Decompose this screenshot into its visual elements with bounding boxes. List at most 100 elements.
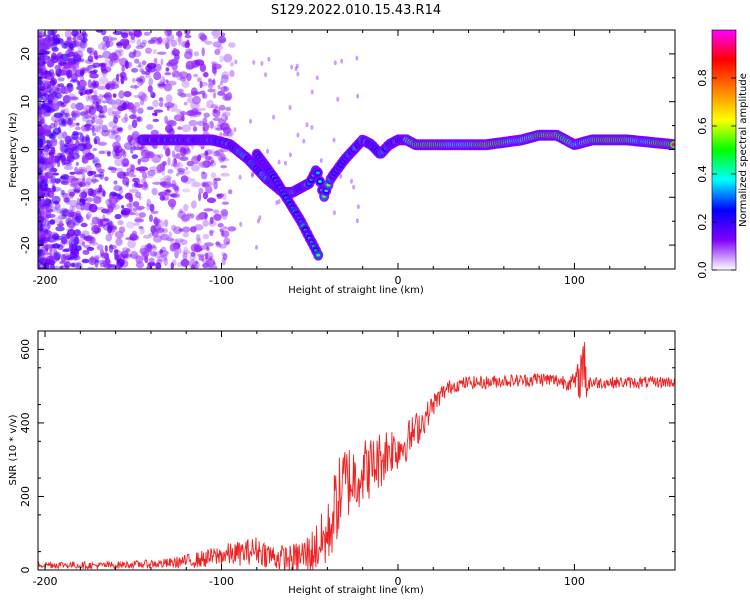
noise-speckle — [38, 116, 43, 121]
noise-speckle — [46, 157, 53, 164]
noise-speckle — [82, 241, 86, 246]
noise-speckle — [97, 43, 105, 50]
noise-speckle — [107, 220, 112, 227]
noise-speckle — [115, 134, 121, 143]
noise-speckle — [98, 111, 105, 118]
noise-speckle — [95, 206, 105, 211]
noise-speckle — [132, 50, 142, 58]
noise-speckle — [218, 155, 225, 163]
noise-speckle — [66, 175, 77, 183]
noise-speckle — [79, 233, 86, 239]
noise-speckle — [49, 219, 56, 225]
noise-speckle — [181, 188, 191, 193]
noise-speckle — [135, 45, 144, 50]
noise-speckle — [54, 64, 60, 73]
noise-speckle — [156, 51, 167, 55]
noise-speckle — [38, 151, 42, 159]
noise-speckle — [128, 196, 133, 203]
noise-speckle — [355, 55, 359, 61]
noise-speckle — [123, 91, 132, 98]
noise-speckle — [159, 162, 165, 171]
noise-speckle — [58, 69, 68, 76]
noise-speckle — [191, 91, 202, 95]
noise-speckle — [64, 30, 72, 39]
noise-speckle — [140, 93, 148, 102]
noise-speckle — [95, 30, 103, 33]
noise-speckle — [213, 213, 222, 221]
noise-speckle — [75, 161, 79, 166]
noise-speckle — [121, 247, 130, 252]
noise-speckle — [160, 181, 167, 188]
noise-speckle — [119, 126, 123, 134]
noise-speckle — [288, 152, 292, 158]
noise-speckle — [57, 77, 65, 82]
ridge-point-core — [671, 143, 675, 147]
noise-speckle — [153, 71, 162, 81]
noise-speckle — [113, 185, 123, 192]
noise-speckle — [53, 251, 62, 261]
noise-speckle — [183, 246, 189, 254]
noise-speckle — [196, 107, 207, 111]
noise-speckle — [173, 159, 177, 164]
noise-speckle — [65, 264, 70, 269]
noise-speckle — [42, 64, 46, 73]
noise-speckle — [121, 41, 129, 47]
noise-speckle — [257, 218, 260, 224]
noise-speckle — [69, 194, 74, 199]
noise-speckle — [91, 216, 100, 225]
noise-speckle — [120, 75, 125, 85]
noise-speckle — [123, 76, 128, 81]
noise-speckle — [98, 93, 103, 102]
noise-speckle — [340, 58, 344, 64]
noise-speckle — [164, 115, 169, 124]
noise-speckle — [50, 151, 55, 159]
noise-speckle — [45, 264, 49, 269]
noise-speckle — [82, 249, 90, 255]
noise-speckle — [75, 262, 83, 269]
noise-speckle — [99, 123, 104, 128]
noise-speckle — [51, 38, 61, 45]
noise-speckle — [106, 129, 112, 133]
noise-speckle — [64, 261, 71, 268]
noise-speckle — [191, 200, 197, 209]
noise-speckle — [127, 239, 137, 249]
noise-speckle — [134, 84, 138, 90]
noise-speckle — [99, 110, 104, 114]
noise-speckle — [220, 86, 230, 93]
noise-speckle — [202, 127, 206, 133]
noise-speckle — [111, 126, 121, 135]
noise-speckle — [75, 261, 79, 267]
noise-speckle — [202, 219, 209, 227]
noise-speckle — [47, 220, 51, 230]
noise-speckle — [134, 102, 140, 108]
noise-speckle — [184, 93, 194, 98]
noise-speckle — [66, 59, 76, 69]
noise-speckle — [190, 251, 196, 257]
noise-speckle — [67, 228, 75, 237]
noise-speckle — [44, 172, 49, 182]
noise-speckle — [185, 48, 192, 54]
noise-speckle — [220, 165, 227, 169]
noise-speckle — [45, 198, 50, 204]
noise-speckle — [144, 74, 152, 78]
ridge-point-core — [315, 171, 320, 175]
noise-speckle — [107, 167, 117, 171]
noise-speckle — [42, 145, 48, 153]
noise-speckle — [209, 120, 214, 130]
noise-speckle — [151, 112, 157, 116]
noise-speckle — [149, 203, 155, 212]
noise-speckle — [350, 178, 353, 184]
noise-speckle — [54, 178, 61, 184]
noise-speckle — [134, 216, 142, 222]
noise-speckle — [182, 232, 189, 238]
noise-speckle — [38, 215, 45, 224]
noise-speckle — [128, 199, 133, 206]
noise-speckle — [49, 167, 58, 173]
noise-speckle — [39, 72, 48, 80]
noise-speckle — [115, 237, 123, 246]
noise-speckle — [48, 68, 55, 76]
noise-speckle — [117, 258, 121, 264]
noise-speckle — [178, 228, 184, 232]
noise-speckle — [250, 173, 254, 178]
noise-speckle — [160, 75, 166, 85]
